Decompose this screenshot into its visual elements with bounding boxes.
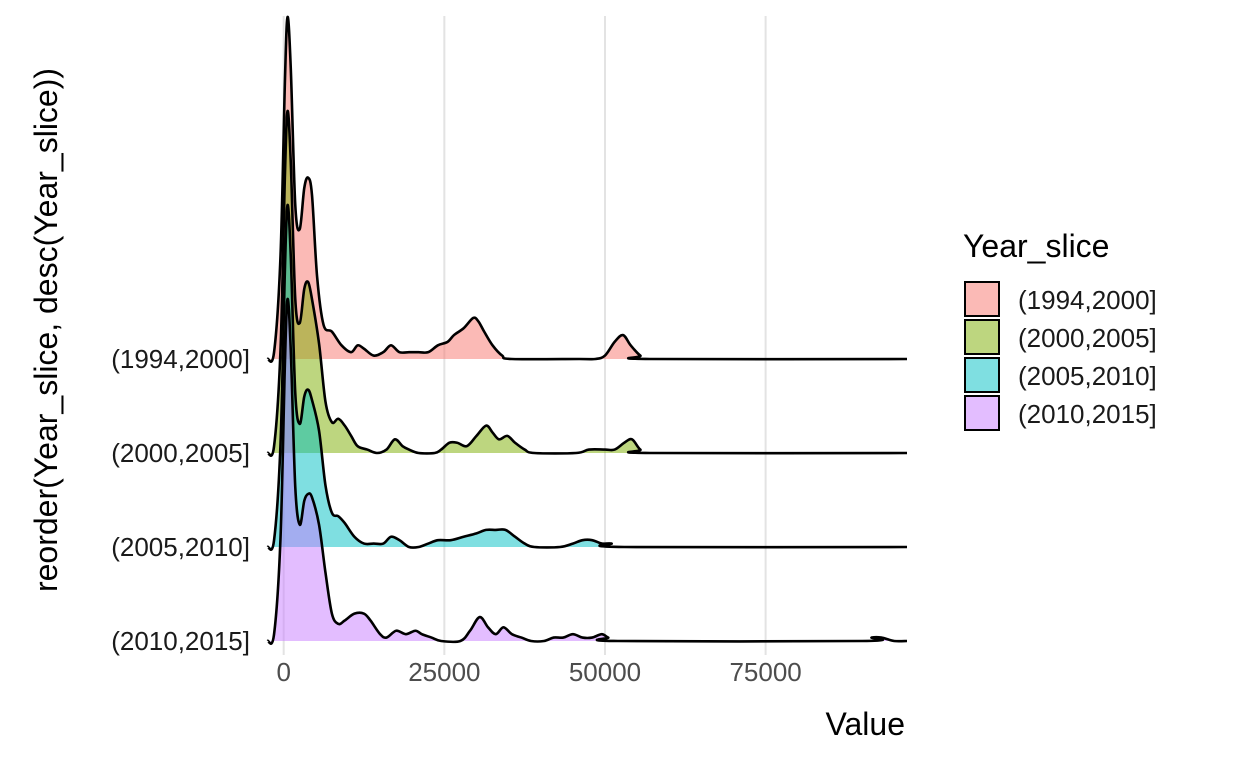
ridge-area-2 (267, 204, 907, 550)
legend-swatch-1 (964, 319, 1000, 355)
x-tick-label-1: 25000 (408, 657, 480, 687)
ridge-outline-3 (266, 297, 908, 645)
x-tick-label-3: 75000 (729, 657, 801, 687)
x-gridlines (282, 16, 767, 655)
legend-label-2: (2005,2010] (1018, 361, 1157, 391)
ridge-outline-0 (266, 15, 908, 363)
legend: Year_slice (1994,2000] (2000,2005] (2005,2… (963, 228, 1157, 431)
y-tick-labels: (1994,2000] (2000,2005] (2005,2010] (2010,2… (111, 344, 250, 656)
ridge-area-0 (267, 16, 907, 362)
y-tick-label-3: (2010,2015] (111, 626, 250, 656)
legend-label-1: (2000,2005] (1018, 323, 1157, 353)
ridge-area-1 (267, 110, 907, 456)
legend-swatch-0 (964, 281, 1000, 317)
legend-items: (1994,2000] (2000,2005] (2005,2010] (2010,2… (964, 281, 1157, 431)
density-ridges (266, 15, 908, 645)
x-tick-label-0: 0 (276, 657, 290, 687)
y-tick-label-0: (1994,2000] (111, 344, 250, 374)
y-axis-title: reorder(Year_slice, desc(Year_slice)) (28, 68, 64, 592)
x-tick-label-2: 50000 (569, 657, 641, 687)
y-tick-label-1: (2000,2005] (111, 438, 250, 468)
legend-label-3: (2010,2015] (1018, 399, 1157, 429)
ridge-outline-2 (266, 203, 908, 551)
legend-swatch-2 (964, 357, 1000, 393)
legend-label-0: (1994,2000] (1018, 285, 1157, 315)
x-tick-labels: 0 25000 50000 75000 (276, 657, 801, 687)
legend-title: Year_slice (963, 228, 1109, 264)
legend-swatch-3 (964, 395, 1000, 431)
y-tick-label-2: (2005,2010] (111, 532, 250, 562)
x-axis-title: Value (826, 706, 905, 742)
ridge-outline-1 (266, 109, 908, 457)
